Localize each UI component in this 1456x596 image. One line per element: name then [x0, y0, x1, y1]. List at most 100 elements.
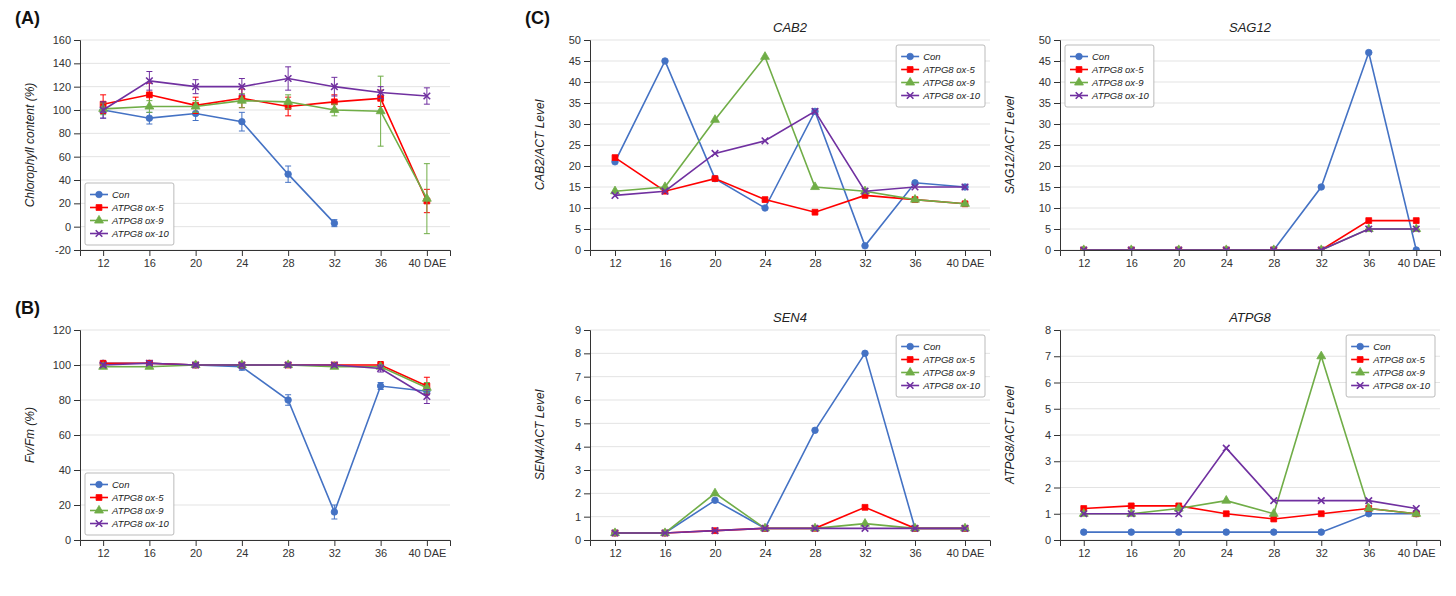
y-tick-label: 1 [575, 511, 581, 523]
y-tick-label: 45 [569, 55, 581, 67]
legend-box [85, 183, 174, 245]
point [377, 383, 384, 390]
x-tick-mark [615, 540, 616, 546]
x-tick-mark [1084, 540, 1085, 546]
legend-label: ATPG8 ox-9 [111, 215, 164, 226]
x-tick-mark [1131, 540, 1132, 546]
series [100, 360, 430, 404]
y-tick: -20 [55, 244, 80, 256]
y-tick-label: 20 [59, 499, 71, 511]
point [1412, 509, 1421, 517]
y-tick-mark [584, 103, 590, 104]
point [1366, 218, 1372, 224]
legend-label: ATPG8 ox-10 [111, 228, 170, 239]
grid-line [1060, 408, 1440, 409]
grid-line [80, 435, 450, 436]
y-tick: 4 [575, 441, 590, 453]
point [1080, 247, 1087, 250]
series [99, 76, 432, 234]
y-tick-mark [584, 400, 590, 401]
point [712, 497, 719, 504]
point [1413, 218, 1419, 224]
grid-line [80, 330, 450, 331]
point [862, 188, 869, 195]
y-tick: 10 [1039, 202, 1060, 214]
x-tick: 20 [709, 250, 721, 269]
x-tick-label: 12 [609, 547, 621, 559]
y-tick: 5 [575, 417, 590, 429]
x-tick-mark [1321, 250, 1322, 256]
point [331, 83, 338, 90]
grid-line [590, 145, 990, 146]
x-tick: 40 DAE [408, 250, 446, 269]
x-tick: 24 [759, 250, 771, 269]
grid-line [80, 470, 450, 471]
x-tick: 36 [1363, 250, 1375, 269]
panel-title: SAG12 [1229, 20, 1272, 35]
y-tick: 50 [569, 34, 590, 46]
x-tick-label: 16 [1126, 257, 1138, 269]
y-tick-mark [584, 353, 590, 354]
error-bar [424, 390, 430, 404]
x-tick: 20 [190, 250, 202, 269]
grid-line [1060, 145, 1440, 146]
y-tick-mark [1054, 330, 1060, 331]
legend-box [896, 45, 985, 107]
grid-line [590, 493, 990, 494]
legend-entry: ATPG8 ox-5 [1070, 64, 1144, 75]
x-tick-label: 12 [609, 257, 621, 269]
y-tick-label: 6 [1045, 377, 1051, 389]
y-tick: 30 [1039, 118, 1060, 130]
legend-box [896, 335, 985, 397]
x-tick: 36 [375, 250, 387, 269]
point [376, 106, 385, 114]
x-tick: 16 [144, 540, 156, 559]
point [1223, 511, 1229, 517]
x-tick-label: 24 [1221, 547, 1233, 559]
legend-label: ATPG8 ox-9 [922, 77, 975, 88]
grid-line [80, 63, 450, 64]
y-tick-label: 2 [1045, 482, 1051, 494]
y-tick-mark [1054, 229, 1060, 230]
point [1223, 247, 1230, 250]
point [284, 360, 293, 368]
x-tick-mark [242, 250, 243, 256]
x-tick: 28 [1268, 540, 1280, 559]
series-line [615, 507, 965, 533]
x-tick-mark [1226, 540, 1227, 546]
point [1175, 247, 1182, 250]
x-tick-mark [1084, 250, 1085, 256]
point [1318, 184, 1325, 191]
point [285, 362, 292, 369]
x-tick-mark [765, 540, 766, 546]
panel: 1216202428323640 DAE05101520253035404550… [1003, 20, 1441, 269]
x-tick-label: 40 DAE [408, 547, 446, 559]
y-tick-mark [74, 40, 80, 41]
legend-symbol [1075, 77, 1084, 85]
point [1271, 516, 1277, 522]
x-tick-mark [915, 540, 916, 546]
x-tick-mark [965, 250, 966, 256]
grid-line [80, 180, 450, 181]
point [1412, 224, 1421, 232]
point [612, 155, 618, 161]
x-axis: 1216202428323640 DAE [81, 540, 451, 559]
point [762, 197, 768, 203]
y-tick: 5 [575, 223, 590, 235]
x-tick-label: 24 [759, 547, 771, 559]
legend-entry: ATPG8 ox-5 [901, 64, 975, 75]
y-axis-line [74, 331, 81, 541]
point [1128, 529, 1135, 536]
x-tick-label: 12 [98, 257, 110, 269]
point [711, 488, 720, 496]
x-tick: 12 [98, 250, 110, 269]
legend-label: Con [112, 189, 129, 200]
y-tick-mark [584, 40, 590, 41]
y-tick: 35 [569, 97, 590, 109]
grid-line [590, 40, 990, 41]
y-tick-label: 4 [1045, 429, 1051, 441]
point [285, 75, 292, 82]
y-tick: 2 [1045, 482, 1060, 494]
grid-line [1060, 124, 1440, 125]
legend: ConATPG8 ox-5ATPG8 ox-9ATPG8 ox-10 [896, 45, 985, 107]
